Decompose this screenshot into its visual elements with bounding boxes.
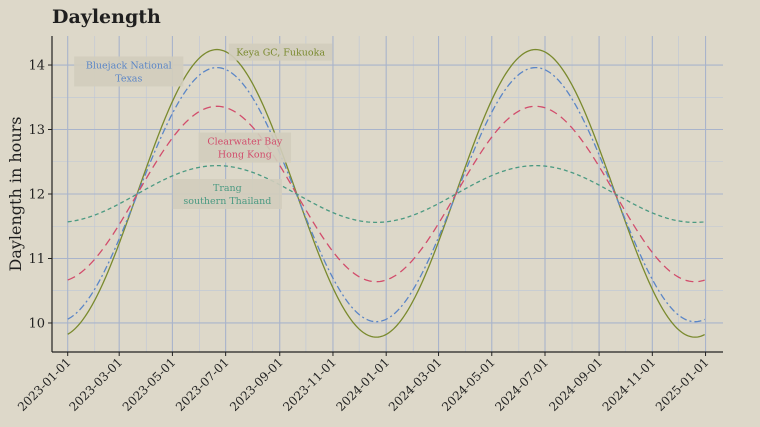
annotation-text: Texas bbox=[115, 73, 142, 84]
series-line bbox=[67, 48, 705, 338]
x-tick-label: 2023-05-01 bbox=[120, 355, 179, 414]
y-tick-label: 12 bbox=[28, 188, 45, 203]
x-tick-label: 2023-07-01 bbox=[173, 355, 232, 414]
axes: 10 11 12 13 14 2023-01-012023-03-012023-05-01… bbox=[15, 36, 723, 414]
x-tick-label: 2024-09-01 bbox=[546, 355, 605, 414]
y-axis-label: Daylength in hours bbox=[6, 117, 25, 272]
x-tick-label: 2025-01-01 bbox=[653, 355, 712, 414]
annotation-box bbox=[172, 179, 282, 209]
series-annotation: Trang southern Thailand bbox=[172, 179, 282, 209]
y-tick-label: 11 bbox=[28, 252, 45, 267]
series-annotation: Bluejack National Texas bbox=[74, 56, 184, 87]
annotation-text: Bluejack National bbox=[86, 60, 172, 71]
annotation-text: Clearwater Bay bbox=[207, 137, 283, 148]
chart-title: Daylength bbox=[52, 6, 161, 28]
annotation-box bbox=[198, 132, 292, 163]
x-tick-label: 2023-11-01 bbox=[280, 355, 339, 414]
annotation-text: Trang bbox=[213, 183, 242, 194]
series-line bbox=[67, 66, 705, 323]
annotation-box bbox=[74, 56, 184, 87]
annotation-text: Hong Kong bbox=[218, 150, 272, 161]
series-annotations: Keya GC, Fukuoka Bluejack National Texas Cl… bbox=[74, 43, 333, 209]
x-tick-label: 2024-05-01 bbox=[439, 355, 498, 414]
y-tick-label: 13 bbox=[28, 123, 45, 138]
x-tick-label: 2023-09-01 bbox=[227, 355, 286, 414]
y-tick-label: 14 bbox=[28, 59, 45, 74]
annotation-box bbox=[228, 43, 333, 61]
series-annotation: Keya GC, Fukuoka bbox=[228, 43, 333, 61]
y-tick-label: 10 bbox=[28, 316, 45, 331]
x-tick-label: 2024-07-01 bbox=[492, 355, 551, 414]
series-annotation: Clearwater Bay Hong Kong bbox=[198, 132, 292, 163]
x-tick-label: 2023-01-01 bbox=[15, 355, 74, 414]
series-line bbox=[67, 164, 705, 224]
x-tick-label: 2024-03-01 bbox=[386, 355, 445, 414]
x-tick-label: 2023-03-01 bbox=[66, 355, 125, 414]
x-tick-label: 2024-11-01 bbox=[600, 355, 659, 414]
series-lines bbox=[67, 48, 705, 338]
annotation-text: Keya GC, Fukuoka bbox=[236, 48, 325, 59]
x-tick-label: 2024-01-01 bbox=[333, 355, 392, 414]
annotation-text: southern Thailand bbox=[183, 196, 271, 207]
